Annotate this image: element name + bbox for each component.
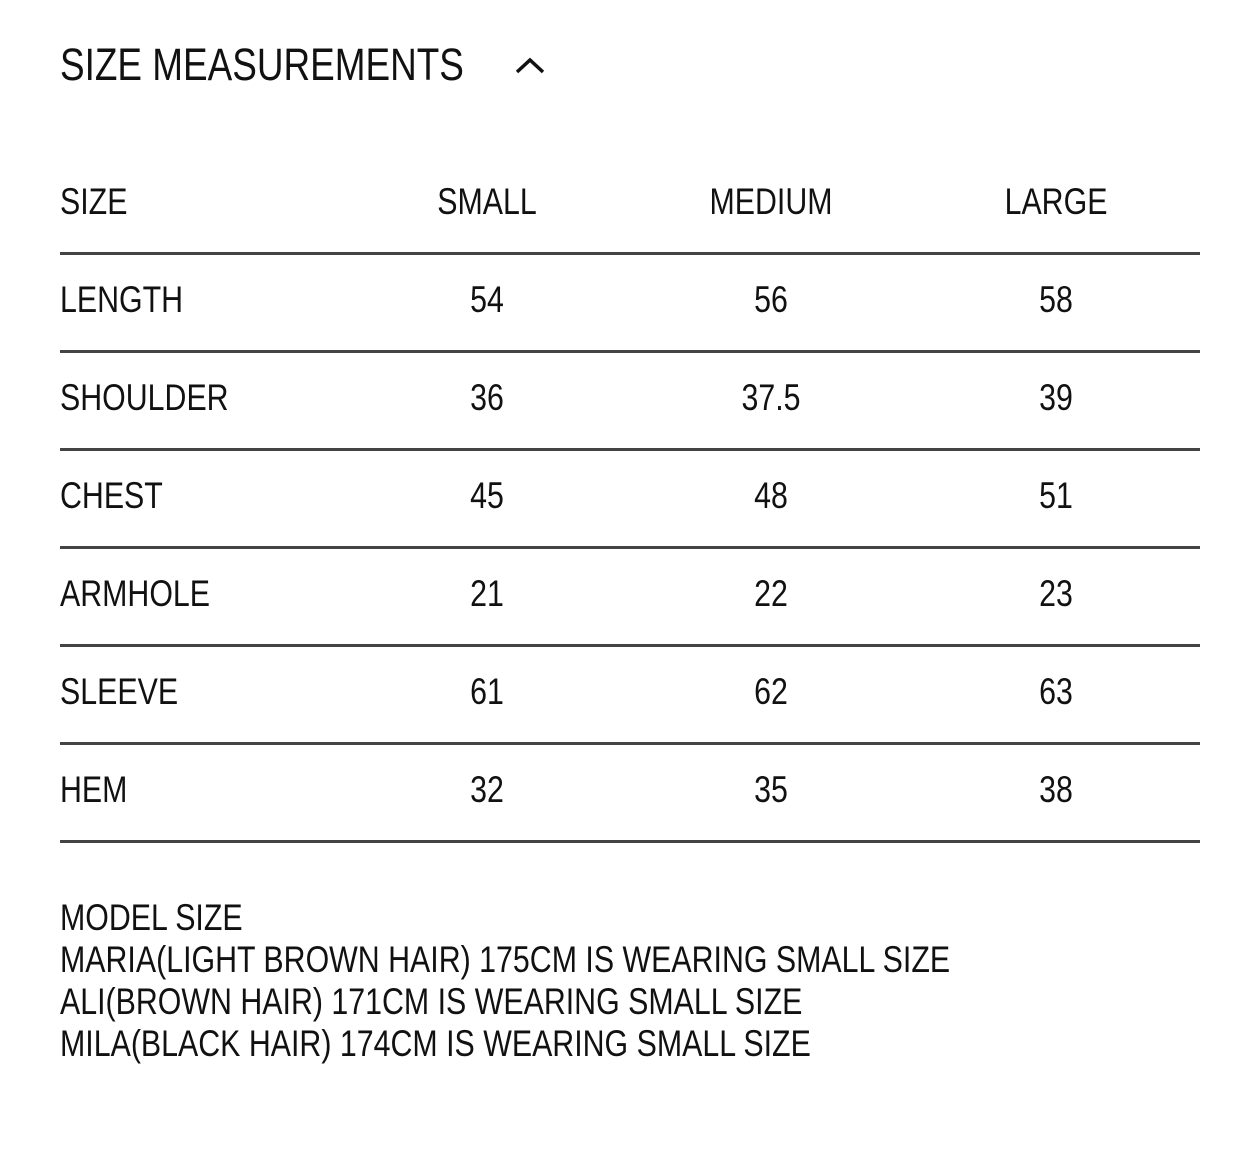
cell-value: 35	[754, 769, 788, 810]
cell-value: 22	[754, 573, 788, 614]
row-label: HEM	[60, 769, 128, 810]
column-header: SIZE	[60, 181, 128, 222]
row-divider	[60, 350, 1200, 353]
cell-value: 58	[1039, 279, 1073, 320]
row-divider	[60, 546, 1200, 549]
model-size-line: ALI(BROWN HAIR) 171CM IS WEARING SMALL S…	[60, 981, 803, 1022]
row-divider	[60, 252, 1200, 255]
cell-value: 51	[1039, 475, 1073, 516]
row-label: LENGTH	[60, 279, 184, 320]
row-divider	[60, 840, 1200, 843]
cell-value: 48	[754, 475, 788, 516]
cell-value: 61	[470, 671, 504, 712]
cell-value: 38	[1039, 769, 1073, 810]
chevron-up[interactable]	[515, 57, 545, 74]
model-size-title: MODEL SIZE	[60, 897, 243, 938]
collapse-toggle[interactable]	[512, 52, 548, 80]
column-header: LARGE	[1004, 181, 1108, 222]
row-divider	[60, 448, 1200, 451]
row-label: CHEST	[60, 475, 163, 516]
cell-value: 63	[1039, 671, 1073, 712]
cell-value: 21	[470, 573, 504, 614]
cell-value: 39	[1039, 377, 1073, 418]
cell-value: 23	[1039, 573, 1073, 614]
row-label: ARMHOLE	[60, 573, 211, 614]
model-size-line: MARIA(LIGHT BROWN HAIR) 175CM IS WEARING…	[60, 939, 951, 980]
row-divider	[60, 742, 1200, 745]
cell-value: 37.5	[741, 377, 801, 418]
cell-value: 36	[470, 377, 504, 418]
cell-value: 45	[470, 475, 504, 516]
model-size-line: MILA(BLACK HAIR) 174CM IS WEARING SMALL …	[60, 1023, 811, 1064]
column-header: SMALL	[437, 181, 537, 222]
cell-value: 54	[470, 279, 504, 320]
cell-value: 56	[754, 279, 788, 320]
cell-value: 32	[470, 769, 504, 810]
row-label: SHOULDER	[60, 377, 229, 418]
cell-value: 62	[754, 671, 788, 712]
row-label: SLEEVE	[60, 671, 179, 712]
row-divider	[60, 644, 1200, 647]
section-title: SIZE MEASUREMENTS	[60, 39, 464, 90]
column-header: MEDIUM	[709, 181, 833, 222]
